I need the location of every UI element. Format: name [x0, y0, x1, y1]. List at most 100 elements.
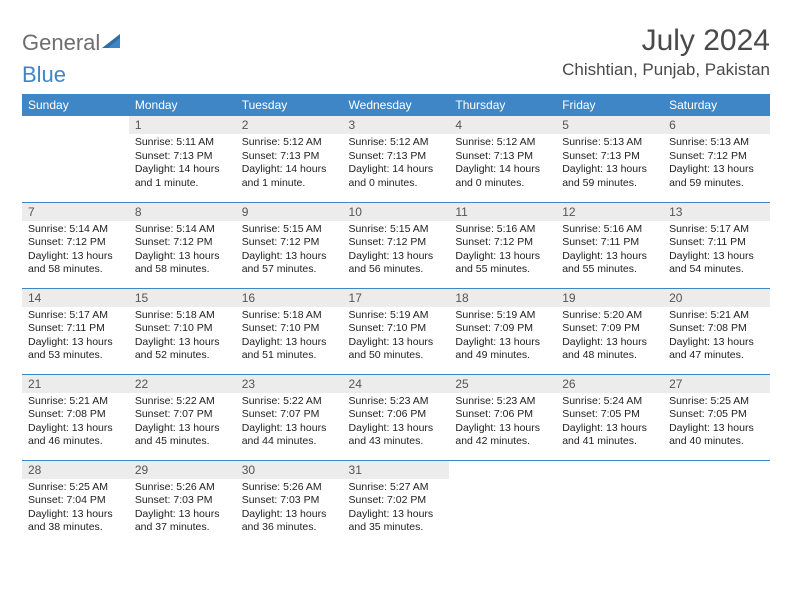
sunset-text: Sunset: 7:12 PM: [28, 236, 123, 250]
sunset-text: Sunset: 7:06 PM: [349, 408, 444, 422]
calendar-day-cell: 31Sunrise: 5:27 AMSunset: 7:02 PMDayligh…: [343, 460, 450, 546]
day-number: 31: [343, 461, 450, 479]
calendar-day-cell: 28Sunrise: 5:25 AMSunset: 7:04 PMDayligh…: [22, 460, 129, 546]
sunrise-text: Sunrise: 5:15 AM: [349, 223, 444, 237]
day-details: Sunrise: 5:17 AMSunset: 7:11 PMDaylight:…: [663, 221, 770, 278]
sunset-text: Sunset: 7:10 PM: [242, 322, 337, 336]
day-number: 8: [129, 203, 236, 221]
sunset-text: Sunset: 7:11 PM: [28, 322, 123, 336]
daylight-text: and 59 minutes.: [562, 177, 657, 191]
day-details: Sunrise: 5:19 AMSunset: 7:09 PMDaylight:…: [449, 307, 556, 364]
daylight-text: Daylight: 13 hours: [242, 422, 337, 436]
daylight-text: Daylight: 13 hours: [455, 336, 550, 350]
calendar-day-cell: 17Sunrise: 5:19 AMSunset: 7:10 PMDayligh…: [343, 288, 450, 374]
daylight-text: Daylight: 13 hours: [242, 250, 337, 264]
calendar-day-cell: 10Sunrise: 5:15 AMSunset: 7:12 PMDayligh…: [343, 202, 450, 288]
calendar-day-cell: 26Sunrise: 5:24 AMSunset: 7:05 PMDayligh…: [556, 374, 663, 460]
sunset-text: Sunset: 7:03 PM: [135, 494, 230, 508]
calendar-day-cell: 24Sunrise: 5:23 AMSunset: 7:06 PMDayligh…: [343, 374, 450, 460]
daylight-text: and 43 minutes.: [349, 435, 444, 449]
calendar-table: SundayMondayTuesdayWednesdayThursdayFrid…: [22, 94, 770, 546]
day-number: 25: [449, 375, 556, 393]
calendar-day-cell: 6Sunrise: 5:13 AMSunset: 7:12 PMDaylight…: [663, 116, 770, 202]
day-number: 21: [22, 375, 129, 393]
daylight-text: Daylight: 13 hours: [455, 250, 550, 264]
sunrise-text: Sunrise: 5:12 AM: [349, 136, 444, 150]
sunset-text: Sunset: 7:12 PM: [242, 236, 337, 250]
calendar-day-cell: 16Sunrise: 5:18 AMSunset: 7:10 PMDayligh…: [236, 288, 343, 374]
daylight-text: and 51 minutes.: [242, 349, 337, 363]
daylight-text: and 52 minutes.: [135, 349, 230, 363]
sunset-text: Sunset: 7:07 PM: [242, 408, 337, 422]
logo-triangle-icon: [102, 32, 124, 55]
sunset-text: Sunset: 7:04 PM: [28, 494, 123, 508]
day-number: 7: [22, 203, 129, 221]
daylight-text: and 57 minutes.: [242, 263, 337, 277]
sunrise-text: Sunrise: 5:17 AM: [28, 309, 123, 323]
sunset-text: Sunset: 7:05 PM: [669, 408, 764, 422]
day-number: 24: [343, 375, 450, 393]
calendar-day-cell: 23Sunrise: 5:22 AMSunset: 7:07 PMDayligh…: [236, 374, 343, 460]
calendar-day-cell: 1Sunrise: 5:11 AMSunset: 7:13 PMDaylight…: [129, 116, 236, 202]
daylight-text: and 55 minutes.: [455, 263, 550, 277]
day-number: 29: [129, 461, 236, 479]
day-details: Sunrise: 5:20 AMSunset: 7:09 PMDaylight:…: [556, 307, 663, 364]
day-number: 6: [663, 116, 770, 134]
daylight-text: Daylight: 13 hours: [562, 163, 657, 177]
sunrise-text: Sunrise: 5:15 AM: [242, 223, 337, 237]
day-number: 18: [449, 289, 556, 307]
weekday-header: Tuesday: [236, 94, 343, 116]
daylight-text: Daylight: 13 hours: [455, 422, 550, 436]
sunrise-text: Sunrise: 5:19 AM: [349, 309, 444, 323]
day-number: 20: [663, 289, 770, 307]
day-details: Sunrise: 5:25 AMSunset: 7:05 PMDaylight:…: [663, 393, 770, 450]
daylight-text: Daylight: 13 hours: [669, 163, 764, 177]
weekday-header: Saturday: [663, 94, 770, 116]
weekday-header: Monday: [129, 94, 236, 116]
day-details: Sunrise: 5:11 AMSunset: 7:13 PMDaylight:…: [129, 134, 236, 191]
day-details: Sunrise: 5:18 AMSunset: 7:10 PMDaylight:…: [129, 307, 236, 364]
sunrise-text: Sunrise: 5:27 AM: [349, 481, 444, 495]
calendar-day-cell: 22Sunrise: 5:22 AMSunset: 7:07 PMDayligh…: [129, 374, 236, 460]
day-details: Sunrise: 5:15 AMSunset: 7:12 PMDaylight:…: [236, 221, 343, 278]
daylight-text: Daylight: 14 hours: [135, 163, 230, 177]
day-number: 26: [556, 375, 663, 393]
calendar-day-cell: 27Sunrise: 5:25 AMSunset: 7:05 PMDayligh…: [663, 374, 770, 460]
day-number: 5: [556, 116, 663, 134]
sunset-text: Sunset: 7:09 PM: [455, 322, 550, 336]
sunset-text: Sunset: 7:11 PM: [669, 236, 764, 250]
calendar-body: 1Sunrise: 5:11 AMSunset: 7:13 PMDaylight…: [22, 116, 770, 546]
calendar-day-cell: 9Sunrise: 5:15 AMSunset: 7:12 PMDaylight…: [236, 202, 343, 288]
sunset-text: Sunset: 7:07 PM: [135, 408, 230, 422]
daylight-text: and 0 minutes.: [349, 177, 444, 191]
day-details: Sunrise: 5:23 AMSunset: 7:06 PMDaylight:…: [343, 393, 450, 450]
daylight-text: and 59 minutes.: [669, 177, 764, 191]
daylight-text: and 1 minute.: [135, 177, 230, 191]
calendar-day-cell: 14Sunrise: 5:17 AMSunset: 7:11 PMDayligh…: [22, 288, 129, 374]
calendar-day-cell: 8Sunrise: 5:14 AMSunset: 7:12 PMDaylight…: [129, 202, 236, 288]
day-number: 15: [129, 289, 236, 307]
day-details: Sunrise: 5:21 AMSunset: 7:08 PMDaylight:…: [22, 393, 129, 450]
sunrise-text: Sunrise: 5:14 AM: [135, 223, 230, 237]
daylight-text: and 45 minutes.: [135, 435, 230, 449]
calendar-day-cell: 2Sunrise: 5:12 AMSunset: 7:13 PMDaylight…: [236, 116, 343, 202]
day-number: 2: [236, 116, 343, 134]
sunset-text: Sunset: 7:06 PM: [455, 408, 550, 422]
daylight-text: and 55 minutes.: [562, 263, 657, 277]
calendar-day-cell: 7Sunrise: 5:14 AMSunset: 7:12 PMDaylight…: [22, 202, 129, 288]
day-details: Sunrise: 5:26 AMSunset: 7:03 PMDaylight:…: [236, 479, 343, 536]
day-number: 28: [22, 461, 129, 479]
sunrise-text: Sunrise: 5:23 AM: [455, 395, 550, 409]
sunset-text: Sunset: 7:03 PM: [242, 494, 337, 508]
daylight-text: Daylight: 13 hours: [28, 508, 123, 522]
sunset-text: Sunset: 7:12 PM: [135, 236, 230, 250]
daylight-text: and 56 minutes.: [349, 263, 444, 277]
day-details: Sunrise: 5:14 AMSunset: 7:12 PMDaylight:…: [129, 221, 236, 278]
weekday-header: Friday: [556, 94, 663, 116]
day-number: 19: [556, 289, 663, 307]
sunrise-text: Sunrise: 5:13 AM: [669, 136, 764, 150]
sunrise-text: Sunrise: 5:13 AM: [562, 136, 657, 150]
sunrise-text: Sunrise: 5:23 AM: [349, 395, 444, 409]
logo: General: [22, 24, 126, 56]
day-details: Sunrise: 5:16 AMSunset: 7:12 PMDaylight:…: [449, 221, 556, 278]
